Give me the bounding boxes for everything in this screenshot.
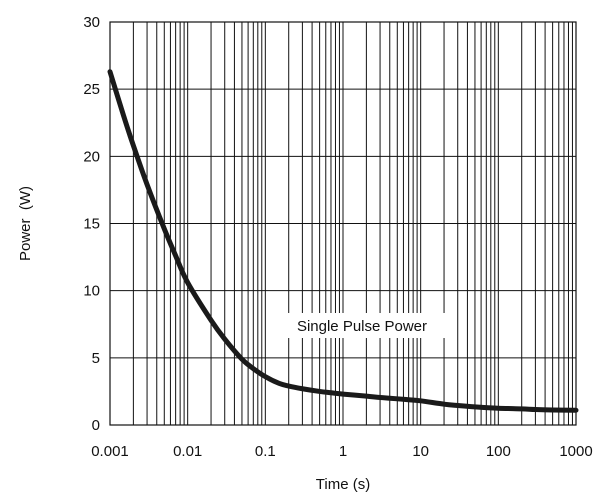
- y-tick-label: 10: [83, 283, 100, 300]
- x-axis-title: Time (s): [316, 476, 370, 493]
- y-axis-tick-labels: 0 5 10 15 20 25 30: [83, 14, 100, 434]
- x-axis-tick-labels: 0.001 0.01 0.1 1 10 100 1000: [91, 443, 592, 460]
- grid-lines: [110, 22, 576, 425]
- x-tick-label: 1: [339, 443, 347, 460]
- series-line-single-pulse-power: [107, 69, 579, 413]
- y-tick-label: 30: [83, 14, 100, 31]
- y-axis-title: Power (W): [17, 186, 34, 261]
- annotation-label: Single Pulse Power: [297, 318, 427, 335]
- y-tick-label: 25: [83, 81, 100, 98]
- x-tick-label: 0.001: [91, 443, 129, 460]
- annotation-background: [278, 313, 446, 338]
- y-tick-label: 20: [83, 148, 100, 165]
- y-tick-label: 5: [92, 350, 100, 367]
- annotation: Single Pulse Power: [278, 313, 446, 338]
- y-tick-label: 15: [83, 216, 100, 233]
- x-tick-label: 1000: [559, 443, 592, 460]
- x-tick-label: 0.1: [255, 443, 276, 460]
- y-tick-label: 0: [92, 417, 100, 434]
- x-tick-label: 100: [486, 443, 511, 460]
- x-tick-label: 10: [412, 443, 429, 460]
- x-tick-label: 0.01: [173, 443, 202, 460]
- plot-frame: [109, 21, 577, 426]
